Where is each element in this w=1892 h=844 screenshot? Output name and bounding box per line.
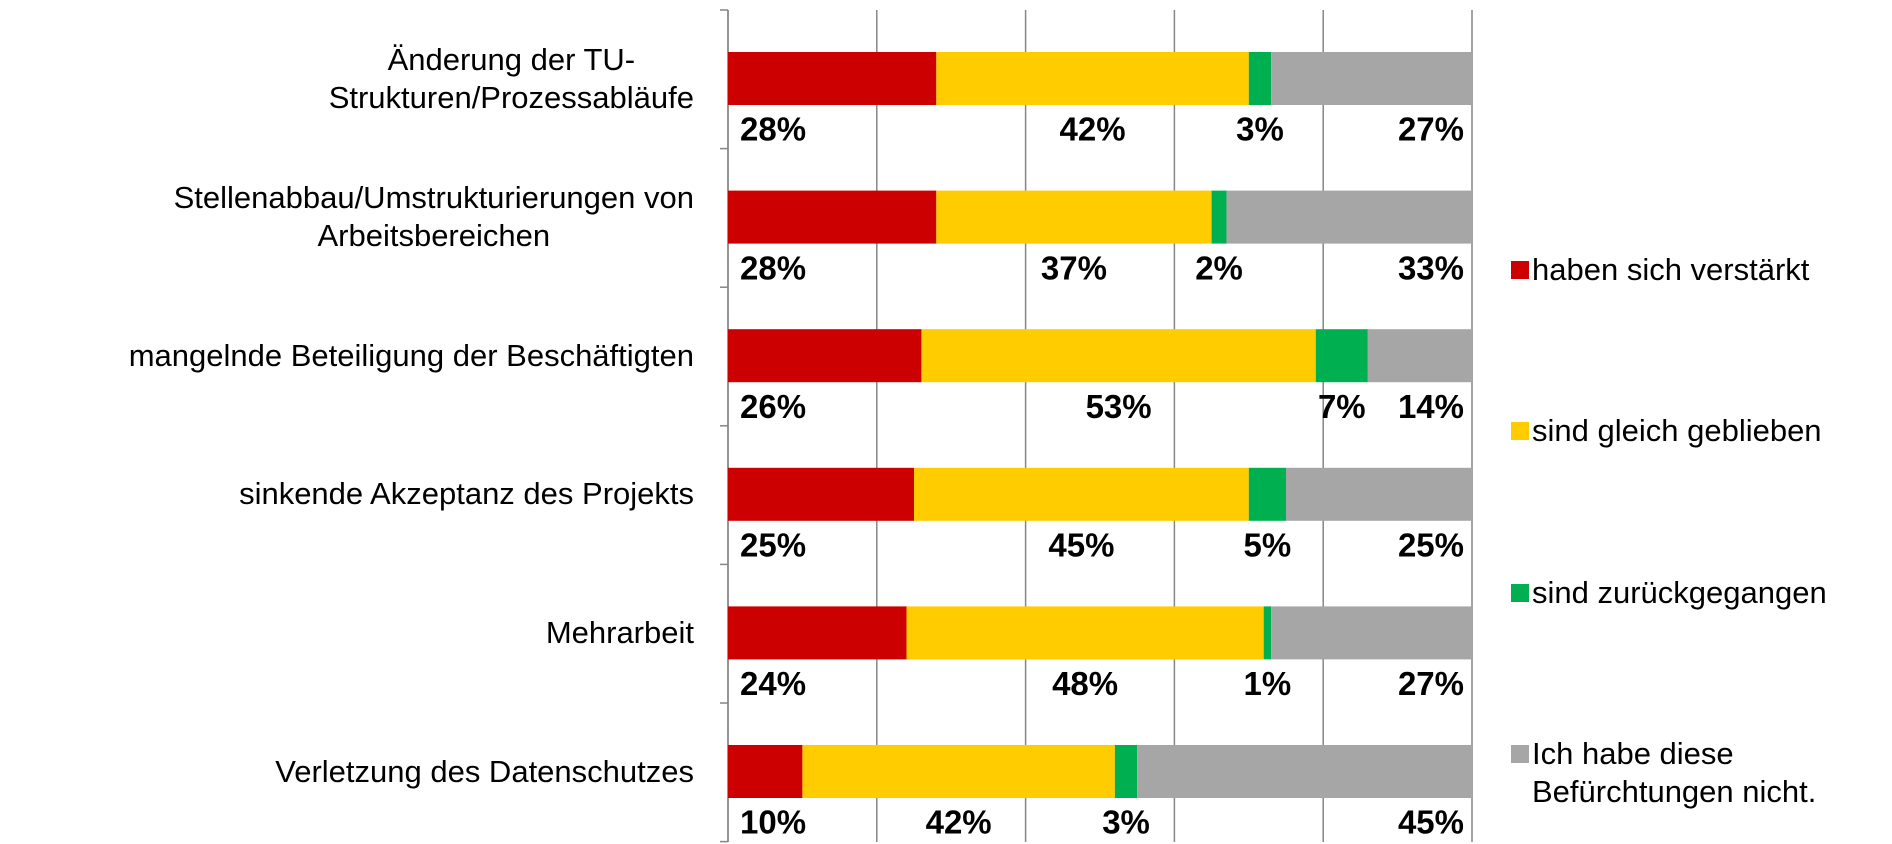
legend-label: haben sich verstärkt <box>1532 252 1810 287</box>
legend-label: Ich habe diese Befürchtungen nicht. <box>1532 736 1817 809</box>
bar-segment <box>1271 606 1472 660</box>
bar-segment <box>728 467 914 521</box>
category-label: Stellenabbau/Umstrukturierungen von Arbe… <box>173 180 694 254</box>
data-label: 7% <box>1318 388 1366 425</box>
data-label: 5% <box>1244 527 1292 564</box>
bar-segment <box>802 745 1115 798</box>
bar-segment <box>1286 467 1472 521</box>
legend-swatch <box>1511 261 1529 279</box>
category-label: Mehrarbeit <box>545 614 694 650</box>
bar-segment <box>936 52 1249 105</box>
data-label: 25% <box>1398 527 1464 564</box>
bar-segment <box>1211 190 1227 244</box>
data-label: 3% <box>1102 804 1150 841</box>
data-label: 26% <box>740 388 806 425</box>
bar-segment <box>1315 329 1368 383</box>
data-label: 3% <box>1236 111 1284 148</box>
data-label: 25% <box>740 527 806 564</box>
data-label: 45% <box>1398 804 1464 841</box>
bar-segment <box>1114 745 1138 798</box>
bar-segment <box>936 190 1212 244</box>
bar-segment <box>921 329 1316 383</box>
legend-label: sind zurückgegangen <box>1532 575 1827 610</box>
bar-segment <box>728 745 803 798</box>
data-label: 27% <box>1398 111 1464 148</box>
data-label: 27% <box>1398 665 1464 702</box>
data-label: 10% <box>740 804 806 841</box>
bar-segment <box>1271 52 1472 105</box>
bar-segment <box>1248 52 1272 105</box>
data-label: 1% <box>1244 665 1292 702</box>
bar-segment <box>728 606 907 660</box>
bar-segment <box>1248 467 1286 521</box>
bar-segment <box>1137 745 1472 798</box>
bar-segment <box>1367 329 1472 383</box>
data-label: 48% <box>1052 665 1118 702</box>
category-label: sinkende Akzeptanz des Projekts <box>239 476 694 512</box>
data-label: 37% <box>1041 249 1107 286</box>
category-label: Änderung der TU- Strukturen/Prozessabläu… <box>328 41 694 115</box>
bar-segment <box>1263 606 1272 660</box>
data-label: 33% <box>1398 249 1464 286</box>
data-label: 2% <box>1195 249 1243 286</box>
data-label: 53% <box>1086 388 1152 425</box>
data-label: 28% <box>740 249 806 286</box>
category-label: Verletzung des Datenschutzes <box>275 753 694 789</box>
data-label: 45% <box>1048 527 1114 564</box>
bar-segment <box>728 190 937 244</box>
data-label: 14% <box>1398 388 1464 425</box>
bar-segment <box>914 467 1249 521</box>
bar-segment <box>728 52 937 105</box>
data-label: 42% <box>926 804 992 841</box>
bar-segment <box>906 606 1264 660</box>
data-label: 42% <box>1060 111 1126 148</box>
legend-swatch <box>1511 584 1529 602</box>
legend-swatch <box>1511 745 1529 763</box>
data-label: 28% <box>740 111 806 148</box>
bar-segment <box>728 329 922 383</box>
data-label: 24% <box>740 665 806 702</box>
category-label: mangelnde Beteiligung der Beschäftigten <box>128 337 694 373</box>
bar-segment <box>1226 190 1472 244</box>
legend-label: sind gleich geblieben <box>1532 413 1822 448</box>
legend-swatch <box>1511 422 1529 440</box>
